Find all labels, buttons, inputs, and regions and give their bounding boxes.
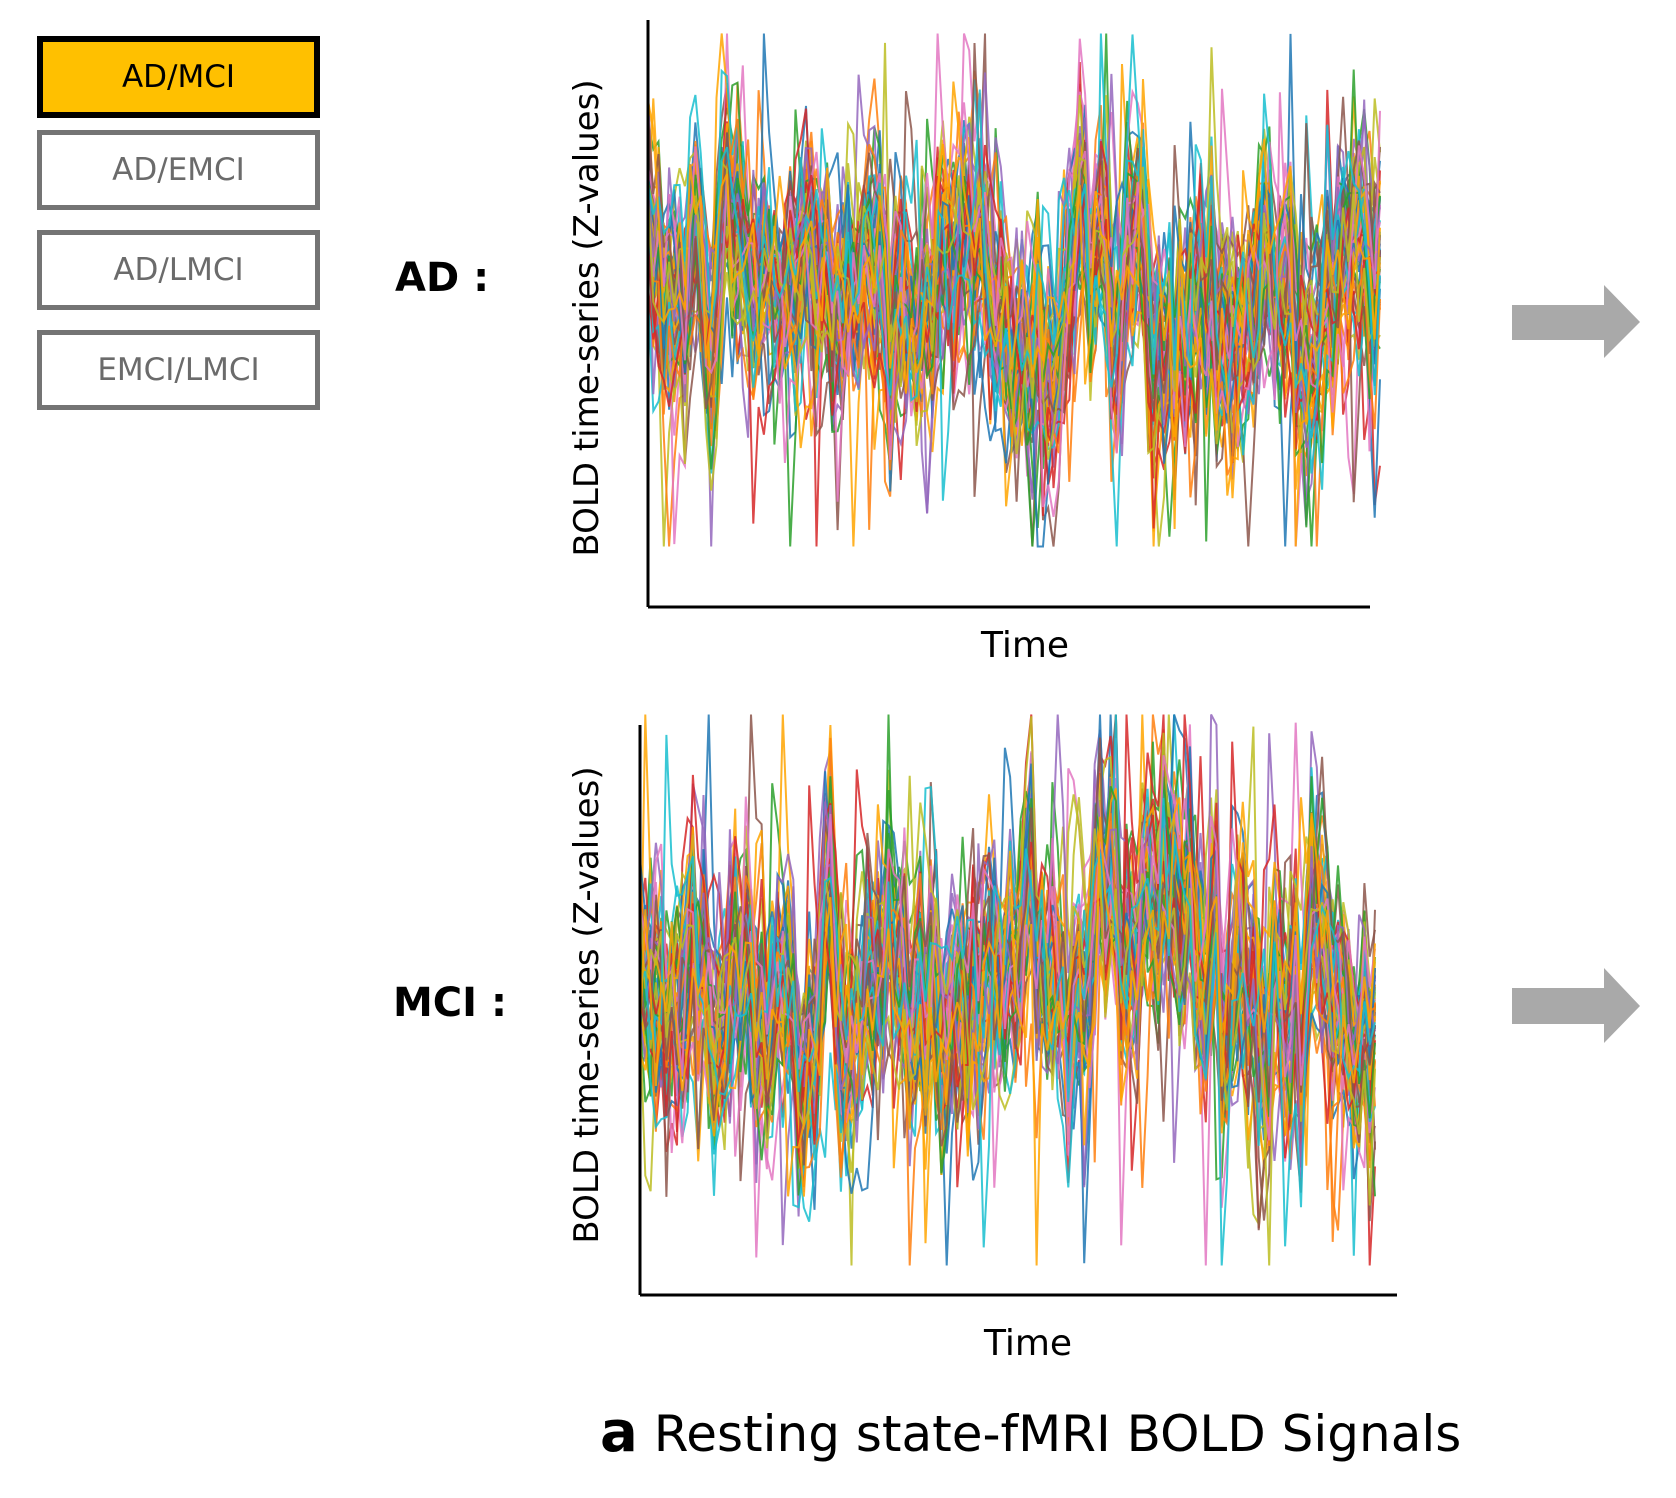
mci-y-axis-label: BOLD time-series (Z-values) xyxy=(567,766,607,1243)
tab-ad-emci[interactable]: AD/EMCI xyxy=(37,130,320,210)
group-comparison-tabs: AD/MCI AD/EMCI AD/LMCI EMCI/LMCI xyxy=(37,36,322,430)
ad-series-60 xyxy=(647,78,1381,547)
mci-x-axis-label: Time xyxy=(983,1323,1072,1364)
mci-series-group xyxy=(639,714,1376,1266)
ad-series-58 xyxy=(647,47,1381,460)
mci-series-54 xyxy=(639,714,1376,1153)
ad-x-axis-label: Time xyxy=(980,625,1069,666)
ad-plot: Time BOLD time-series (Z-values) xyxy=(567,20,1640,666)
mci-series-53 xyxy=(639,776,1376,1161)
group-label-ad: AD : xyxy=(395,255,490,301)
figure-caption: a Resting state-fMRI BOLD Signals xyxy=(600,1400,1461,1465)
tab-ad-lmci[interactable]: AD/LMCI xyxy=(37,230,320,310)
mci-arrow-icon xyxy=(1512,968,1640,1043)
ad-y-axis-label: BOLD time-series (Z-values) xyxy=(567,79,607,556)
caption-letter: a xyxy=(600,1400,638,1465)
ad-arrow-icon xyxy=(1512,285,1640,358)
ad-series-group xyxy=(647,33,1381,548)
group-label-mci: MCI : xyxy=(393,980,507,1026)
mci-series-57 xyxy=(639,755,1376,1246)
caption-text: Resting state-fMRI BOLD Signals xyxy=(653,1405,1462,1463)
tab-ad-mci[interactable]: AD/MCI xyxy=(37,36,320,118)
tab-emci-lmci[interactable]: EMCI/LMCI xyxy=(37,330,320,410)
mci-series-60 xyxy=(639,797,1376,1266)
mci-plot: Time BOLD time-series (Z-values) xyxy=(567,714,1640,1364)
